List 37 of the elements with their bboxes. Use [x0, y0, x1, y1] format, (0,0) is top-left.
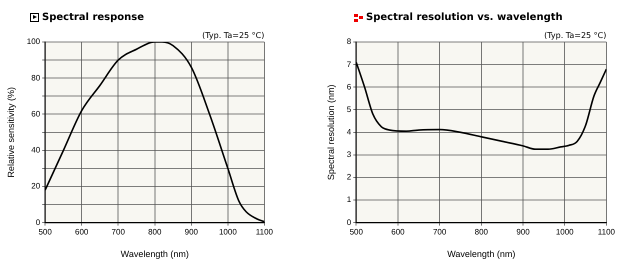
x-tick-label: 1000 — [556, 228, 574, 237]
y-tick-label: 80 — [31, 73, 41, 82]
chart-title: Spectral resolution vs. wavelength — [366, 12, 563, 23]
y-tick-label: 6 — [346, 82, 352, 92]
x-tick-label: 800 — [474, 228, 489, 237]
chart-title: Spectral response — [42, 12, 144, 23]
y-tick-label: 0 — [36, 218, 41, 227]
x-tick-label: 1000 — [218, 228, 238, 237]
y-tick-label: 5 — [346, 104, 352, 114]
x-tick-label: 500 — [38, 228, 52, 237]
y-tick-label: 100 — [26, 37, 41, 46]
y-tick-label: 8 — [346, 37, 352, 46]
text: (Typ. Ta=25 °C) — [544, 31, 606, 40]
x-tick-label: 600 — [391, 228, 406, 237]
text: (Typ. Ta=25 °C) — [202, 31, 264, 40]
x-tick-label: 900 — [184, 228, 199, 237]
x-tick-label: 900 — [516, 228, 530, 237]
y-axis-title: Spectral resolution (nm) — [326, 84, 336, 180]
x-axis-title: Wavelength (nm) — [120, 249, 189, 260]
x-tick-label: 1100 — [598, 228, 616, 237]
y-tick-label: 40 — [31, 146, 41, 155]
x-tick-label: 600 — [75, 228, 89, 237]
x-tick-label: 700 — [112, 228, 126, 237]
x-tick-label: 700 — [432, 228, 447, 237]
x-axis-title: Wavelength (nm) — [447, 249, 516, 260]
y-tick-label: 4 — [346, 128, 352, 137]
y-tick-label: 0 — [346, 218, 352, 227]
x-tick-label: 800 — [148, 228, 162, 237]
y-tick-label: 1 — [346, 195, 352, 204]
y-tick-label: 60 — [31, 109, 41, 118]
x-tick-label: 500 — [350, 228, 364, 237]
y-tick-label: 7 — [346, 60, 352, 69]
y-tick-label: 3 — [346, 150, 352, 160]
x-tick-label: 1100 — [256, 228, 274, 237]
y-axis-title: Relative sensitivity (%) — [6, 87, 16, 178]
y-tick-label: 2 — [346, 172, 352, 182]
y-tick-label: 20 — [31, 182, 41, 191]
